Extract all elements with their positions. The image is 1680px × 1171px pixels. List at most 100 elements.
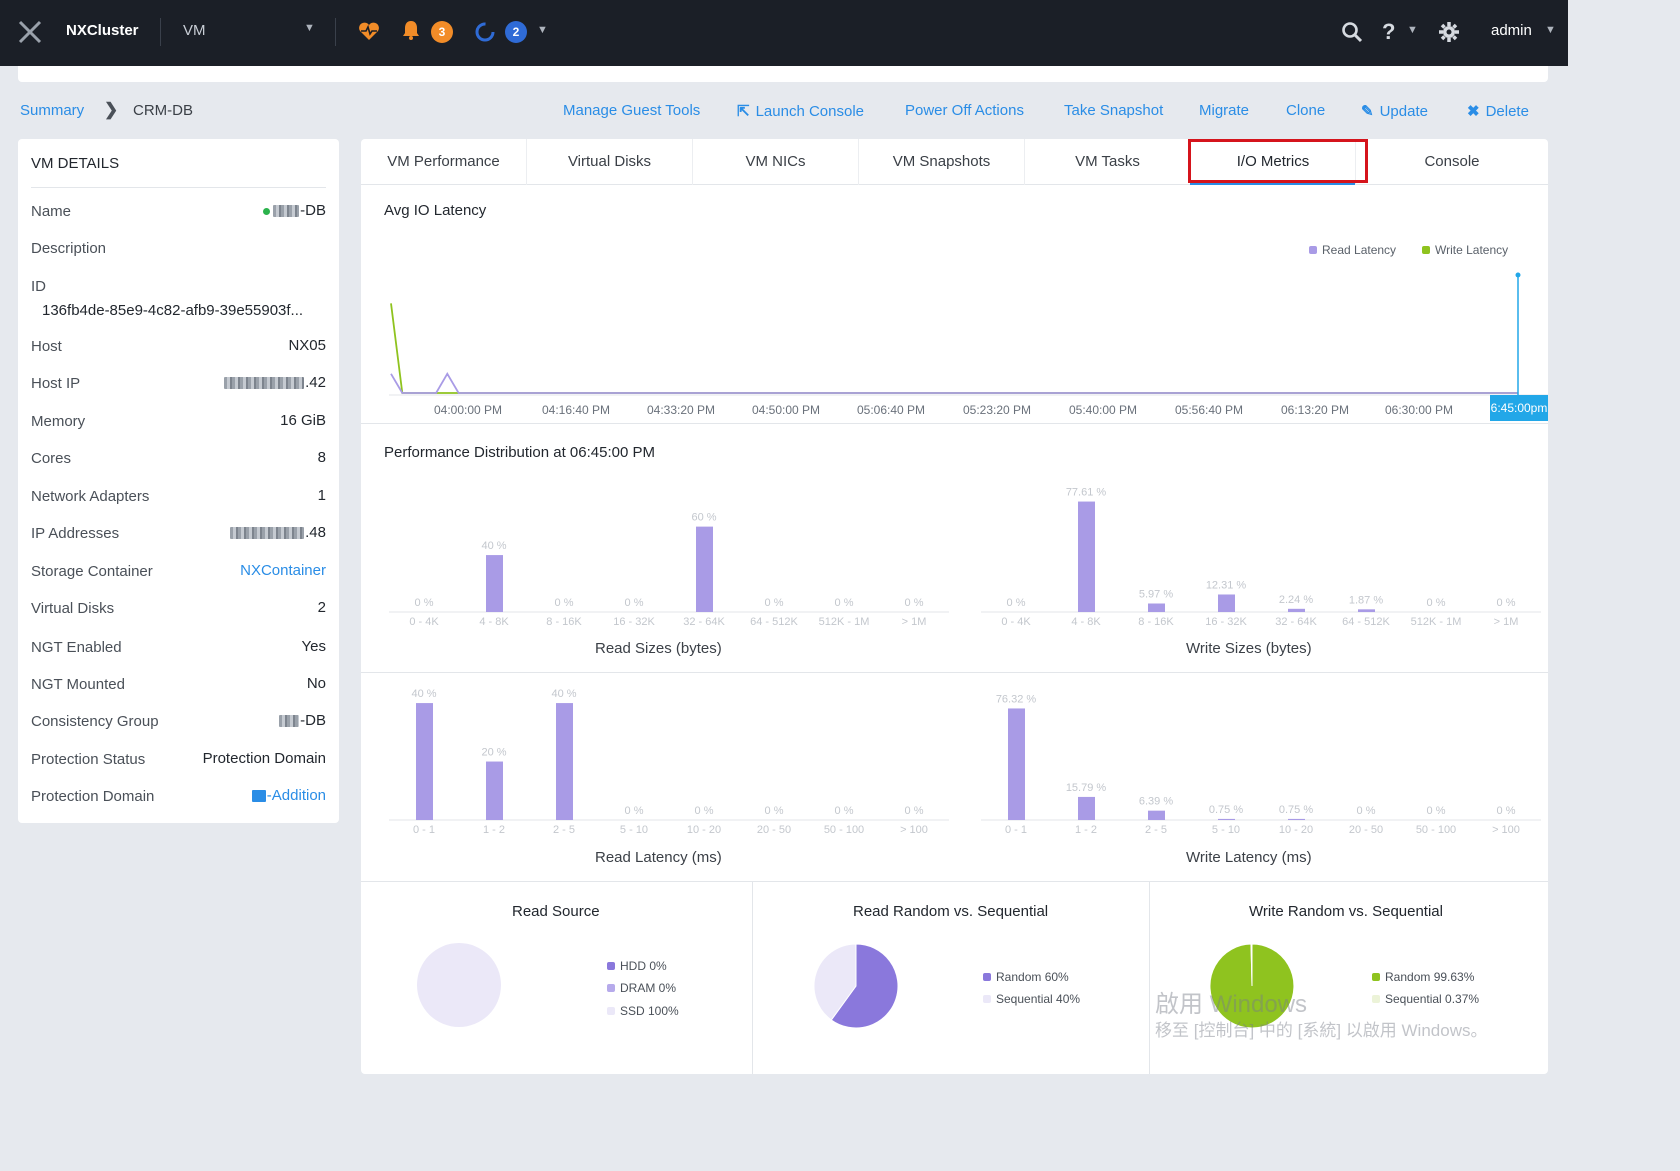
read-latency-bar[interactable] [556, 703, 573, 820]
write-size-value-label: 12.31 % [1206, 579, 1247, 591]
write-latency-tick-label: 10 - 20 [1279, 824, 1313, 836]
write-size-bar[interactable] [1358, 609, 1375, 612]
time-tick: 06:13:20 PM [1281, 403, 1350, 417]
read-latency-line [390, 372, 1518, 394]
take-snapshot-button[interactable]: Take Snapshot [1064, 102, 1164, 119]
migrate-button[interactable]: Migrate [1199, 102, 1250, 119]
settings-gear-icon[interactable] [1438, 21, 1460, 47]
divider [160, 18, 161, 46]
detail-value-name: -DB [263, 202, 326, 219]
write-random-title: Write Random vs. Sequential [1249, 903, 1443, 920]
search-icon[interactable] [1341, 21, 1363, 47]
write-size-value-label: 0 % [1007, 597, 1026, 609]
breadcrumb-summary-link[interactable]: Summary [20, 102, 85, 119]
write-size-tick-label: 32 - 64K [1275, 616, 1317, 628]
alerts-count-badge[interactable]: 3 [431, 21, 453, 43]
read-latency-tick-label: 10 - 20 [687, 824, 721, 836]
tab-vm-snapshots[interactable]: VM Snapshots [859, 139, 1025, 185]
nutanix-logo-icon[interactable] [18, 20, 42, 48]
divider [1149, 881, 1150, 1074]
tab-vm-performance[interactable]: VM Performance [361, 139, 527, 185]
write-size-bar[interactable] [1218, 594, 1235, 612]
chevron-down-icon[interactable]: ▼ [1545, 24, 1556, 36]
delete-button[interactable]: ✖ Delete [1467, 102, 1529, 120]
read-size-value-label: 60 % [691, 512, 716, 524]
latency-line-chart[interactable] [361, 259, 1548, 399]
read-size-value-label: 0 % [905, 597, 924, 609]
detail-value-host-ip: .42 [224, 374, 326, 391]
tasks-spinner-icon[interactable] [474, 21, 496, 47]
write-latency-bar[interactable] [1148, 810, 1165, 820]
write-random-pie [1209, 943, 1295, 1029]
write-size-value-label: 2.24 % [1279, 594, 1313, 606]
user-menu[interactable]: admin [1491, 22, 1532, 39]
write-latency-bar[interactable] [1008, 708, 1025, 820]
view-selector[interactable]: VM [183, 22, 206, 39]
detail-value-cores: 8 [317, 449, 326, 466]
detail-value-ngt-mounted: No [306, 675, 326, 692]
time-tick: 04:16:40 PM [542, 403, 611, 417]
read-random-pie [813, 943, 899, 1029]
read-latency-histogram: 40 % 0 - 1 20 % 1 - 2 40 % 2 - 5 0 % 5 - 10 0 % 1… [389, 688, 949, 836]
write-size-value-label: 1.87 % [1349, 594, 1383, 606]
read-latency-value-label: 40 % [411, 688, 436, 700]
read-latency-bar[interactable] [486, 761, 503, 820]
redacted [230, 527, 305, 540]
write-latency-value-label: 0.75 % [1209, 804, 1243, 816]
legend-read-latency[interactable]: Read Latency [1309, 243, 1396, 257]
power-off-actions-button[interactable]: Power Off Actions [905, 102, 1024, 119]
write-latency-tick-label: 1 - 2 [1075, 824, 1097, 836]
write-size-value-label: 5.97 % [1139, 589, 1173, 601]
chevron-down-icon[interactable]: ▼ [1407, 24, 1418, 36]
clone-button[interactable]: Clone [1286, 102, 1326, 119]
read-size-bar[interactable] [696, 526, 713, 612]
detail-label: Cores [31, 450, 72, 467]
read-sizes-histogram: 0 % 0 - 4K 40 % 4 - 8K 0 % 8 - 16K 0 % 16 - 32K… [389, 512, 949, 628]
chevron-down-icon[interactable]: ▼ [304, 22, 315, 34]
read-source-pie [417, 943, 501, 1027]
legend-write-latency[interactable]: Write Latency [1422, 243, 1508, 257]
write-latency-tick-label: 5 - 10 [1212, 824, 1240, 836]
read-random-slice[interactable] [830, 943, 899, 1029]
read-size-value-label: 40 % [481, 540, 506, 552]
storage-container-link[interactable]: NXContainer [240, 562, 326, 579]
tab-vm-nics[interactable]: VM NICs [693, 139, 859, 185]
tab-io-metrics[interactable]: I/O Metrics [1191, 139, 1356, 185]
read-size-bar[interactable] [486, 555, 503, 612]
cluster-name[interactable]: NXCluster [66, 22, 139, 39]
tab-virtual-disks[interactable]: Virtual Disks [527, 139, 693, 185]
write-size-value-label: 0 % [1497, 597, 1516, 609]
write-size-bar[interactable] [1288, 608, 1305, 612]
divider [361, 881, 1548, 882]
tab-console[interactable]: Console [1424, 153, 1480, 170]
legend-write-random: Random 99.63% [1372, 970, 1474, 984]
protection-domain-link[interactable]: -Addition [251, 787, 326, 804]
chevron-down-icon[interactable]: ▼ [537, 24, 548, 36]
write-size-bar[interactable] [1078, 501, 1095, 612]
status-dot-icon [263, 207, 271, 215]
read-random-slice[interactable] [813, 943, 857, 1021]
read-latency-bar[interactable] [416, 703, 433, 820]
manage-guest-tools-button[interactable]: Manage Guest Tools [563, 102, 701, 119]
detail-label: Consistency Group [31, 713, 159, 730]
write-latency-bar[interactable] [1288, 818, 1305, 820]
update-label: Update [1379, 103, 1428, 120]
write-latency-bar[interactable] [1078, 796, 1095, 820]
update-button[interactable]: ✎ Update [1361, 102, 1428, 120]
write-random-slice[interactable] [1250, 943, 1253, 987]
launch-console-button[interactable]: ⇱ Launch Console [737, 102, 864, 120]
health-icon[interactable] [358, 21, 380, 45]
read-latency-value-label: 0 % [905, 805, 924, 817]
write-size-tick-label: 16 - 32K [1205, 616, 1247, 628]
write-latency-bar[interactable] [1218, 818, 1235, 820]
time-tick: 04:33:20 PM [647, 403, 716, 417]
detail-label: Host IP [31, 375, 81, 392]
tasks-count-badge[interactable]: 2 [505, 21, 527, 43]
tab-vm-tasks[interactable]: VM Tasks [1025, 139, 1191, 185]
write-latency-tick-label: 20 - 50 [1349, 824, 1383, 836]
alerts-bell-icon[interactable] [402, 19, 420, 45]
write-size-bar[interactable] [1148, 603, 1165, 612]
active-tab-indicator [1190, 182, 1355, 185]
time-tick: 05:40:00 PM [1069, 403, 1138, 417]
help-icon[interactable]: ? [1382, 19, 1396, 44]
